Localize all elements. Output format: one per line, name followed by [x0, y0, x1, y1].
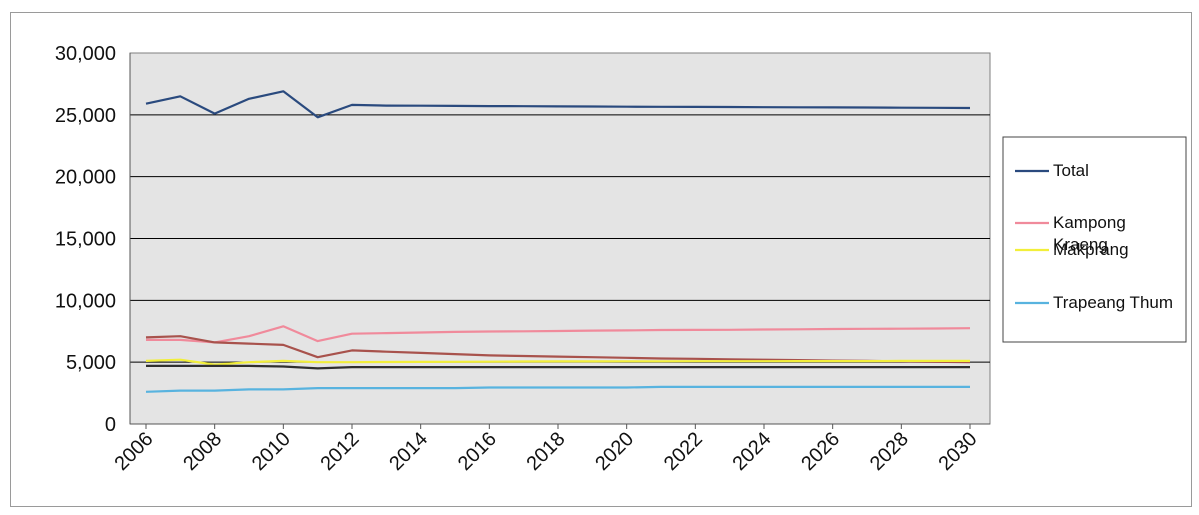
- x-tick-label: 2016: [454, 428, 501, 475]
- y-tick-label: 5,000: [66, 352, 116, 374]
- y-tick-label: 25,000: [55, 105, 116, 127]
- x-tick-label: 2014: [385, 428, 432, 475]
- x-tick-label: 2024: [729, 428, 776, 475]
- x-tick-label: 2028: [866, 428, 913, 475]
- x-tick-label: 2006: [111, 428, 158, 475]
- legend-label: Trapeang Thum: [1053, 293, 1173, 312]
- y-tick-label: 30,000: [55, 43, 116, 65]
- x-tick-label: 2018: [523, 428, 570, 475]
- legend-label: Kampong: [1053, 213, 1126, 232]
- y-tick-label: 15,000: [55, 229, 116, 251]
- x-tick-label: 2010: [248, 428, 295, 475]
- y-tick-label: 0: [105, 414, 116, 436]
- legend-label: Makprang: [1053, 240, 1129, 259]
- legend-label: Kraeng: [1053, 235, 1108, 254]
- series-line: [145, 358, 970, 366]
- x-tick-label: 2008: [179, 428, 226, 475]
- x-tick-label: 2022: [660, 428, 707, 475]
- x-tick-label: 2012: [317, 428, 364, 475]
- series-line: [146, 364, 970, 370]
- x-tick-label: 2030: [935, 428, 982, 475]
- x-tick-label: 2020: [591, 428, 638, 475]
- series-line: [145, 90, 971, 119]
- series-line: [145, 385, 970, 393]
- x-tick-label: 2026: [797, 428, 844, 475]
- y-tick-label: 10,000: [55, 290, 116, 312]
- legend-label: Total: [1053, 161, 1089, 180]
- y-tick-label: 20,000: [55, 167, 116, 189]
- series-line: [146, 325, 971, 344]
